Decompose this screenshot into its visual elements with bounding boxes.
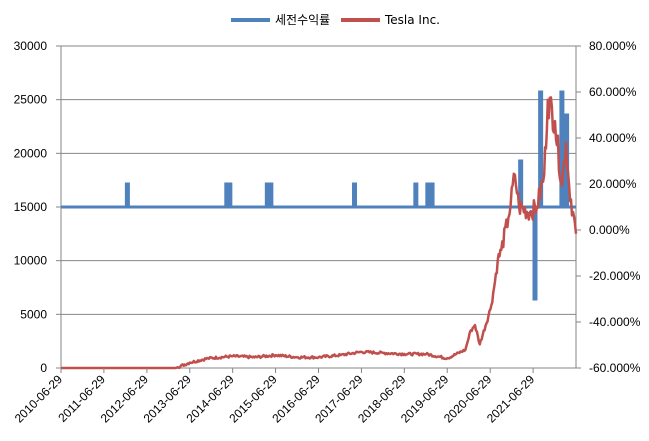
right-tick-label: 40.000% [589, 131, 637, 145]
series-layer [60, 90, 578, 370]
x-axis: 2010-06-292011-06-292012-06-292013-06-29… [12, 368, 537, 426]
left-tick-label: 10000 [14, 254, 48, 268]
right-tick-label: 60.000% [589, 85, 637, 99]
right-axis: -60.000% -40.000% -20.000% 0.000% 20.000% 40.… [576, 39, 641, 375]
left-tick-label: 0 [40, 361, 47, 375]
right-tick-label: 80.000% [589, 39, 637, 53]
right-tick-label: 0.000% [589, 223, 630, 237]
legend-label-returns: 세전수익률 [275, 13, 330, 27]
legend: 세전수익률 Tesla Inc. [231, 13, 440, 27]
right-tick-label: -20.000% [589, 269, 641, 283]
right-tick-label: -40.000% [589, 315, 641, 329]
left-tick-label: 20000 [14, 146, 48, 160]
left-tick-label: 5000 [20, 307, 47, 321]
left-axis: 0 5000 10000 15000 20000 25000 30000 [14, 39, 61, 375]
legend-label-tesla: Tesla Inc. [384, 13, 440, 27]
left-tick-label: 15000 [14, 200, 48, 214]
left-tick-label: 30000 [14, 39, 48, 53]
right-tick-label: -60.000% [589, 361, 641, 375]
series-line-returns [61, 90, 576, 301]
series-line-tesla [60, 96, 578, 370]
right-tick-label: 20.000% [589, 177, 637, 191]
left-tick-label: 25000 [14, 93, 48, 107]
